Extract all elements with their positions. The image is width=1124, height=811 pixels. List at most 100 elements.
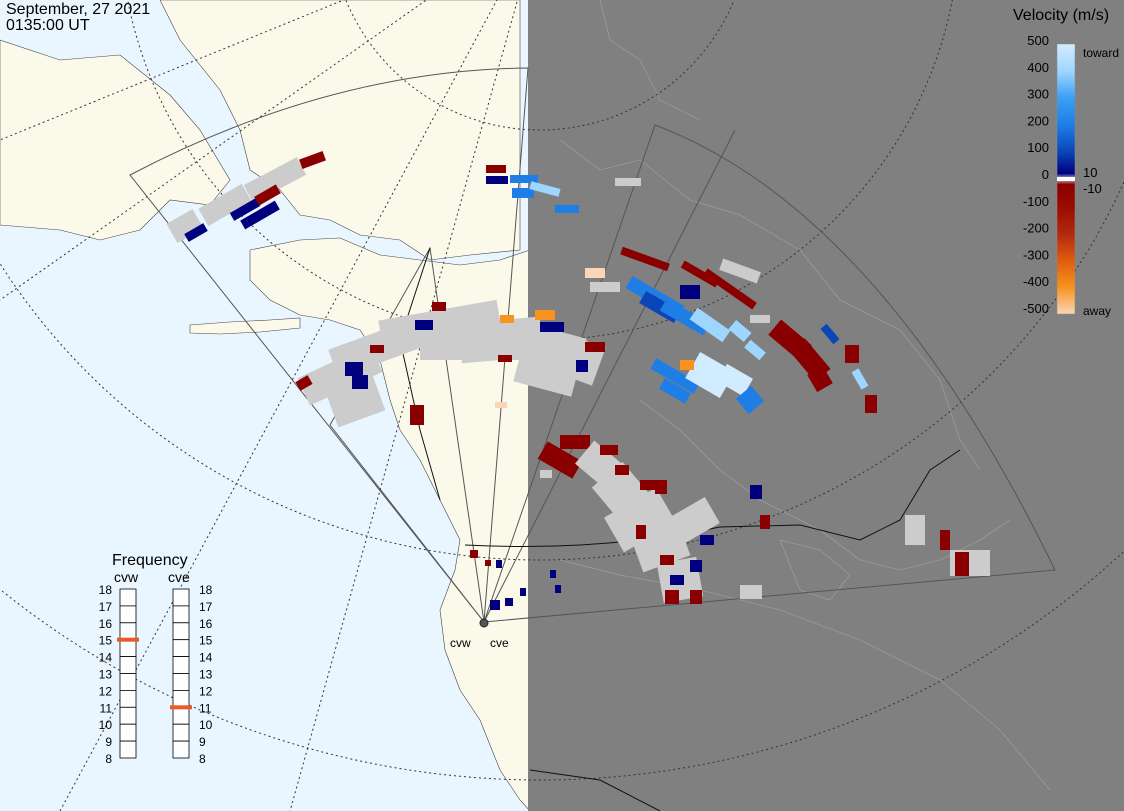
radar-fields-of-view	[129, 67, 1056, 623]
velocity-cell	[670, 575, 684, 585]
frequency-gauge-cell	[119, 622, 137, 641]
frequency-radar-label-cvw: cvw	[114, 569, 139, 585]
frequency-gauge-cell	[119, 588, 137, 607]
velocity-cell	[295, 375, 313, 391]
frequency-legend: Frequency cvw cve 1817161514131211109818…	[99, 552, 213, 766]
velocity-cell	[540, 322, 564, 332]
velocity-cell	[490, 600, 500, 610]
velocity-cell	[590, 282, 620, 292]
cve-fov-inner	[483, 129, 736, 623]
velocity-cell	[576, 360, 588, 372]
frequency-gauge-cell	[172, 673, 190, 691]
velocity-cell	[685, 352, 735, 398]
radar-sites: cvw cve	[450, 618, 509, 650]
velocity-cell	[659, 378, 691, 404]
velocity-cell	[505, 598, 513, 606]
velocity-cell	[500, 315, 514, 323]
frequency-gauge-cell	[172, 723, 190, 742]
velocity-inner-tick-neg10: -10	[1083, 181, 1102, 196]
alaska-canada-border	[399, 247, 441, 501]
velocity-cell	[820, 323, 840, 345]
meridian-line	[0, 0, 428, 301]
frequency-gauge-cell	[119, 723, 137, 742]
velocity-tick-label: 300	[1027, 87, 1049, 102]
velocity-cell	[640, 480, 656, 490]
velocity-legend-title: Velocity (m/s)	[1013, 7, 1109, 24]
frequency-gauge-cell	[119, 639, 137, 658]
frequency-tick-label: 15	[99, 634, 113, 648]
velocity-cell	[529, 181, 561, 197]
frequency-tick-label: 10	[99, 718, 113, 732]
velocity-cell	[740, 585, 762, 599]
alaska-mainland	[249, 237, 531, 811]
velocity-cell	[370, 345, 384, 353]
velocity-tick-label: 500	[1027, 33, 1049, 48]
velocity-cell	[744, 339, 766, 361]
velocity-cell	[680, 260, 720, 288]
velocity-cell	[690, 590, 702, 604]
velocity-inner-tick-10: 10	[1083, 165, 1097, 180]
zero-band	[1057, 177, 1075, 181]
velocity-cell	[550, 570, 556, 578]
frequency-tick-label: 16	[199, 617, 213, 631]
velocity-tick-label: 200	[1027, 113, 1049, 128]
frequency-gauge-cell	[119, 690, 137, 708]
velocity-cell	[750, 485, 762, 499]
frequency-gauge-cell	[172, 656, 190, 674]
frequency-tick-label: 15	[199, 634, 213, 648]
velocity-cell	[650, 358, 700, 394]
velocity-cell	[728, 319, 752, 343]
velocity-cell	[735, 385, 765, 415]
velocity-cell	[600, 445, 618, 455]
radar-site-label-cvw: cvw	[450, 636, 471, 650]
velocity-cell	[540, 470, 552, 478]
latitude-circle	[0, 550, 1124, 781]
velocity-cell	[510, 175, 538, 183]
velocity-cell	[955, 552, 969, 576]
frequency-tick-label: 17	[99, 600, 113, 614]
cvw-fov	[129, 67, 529, 623]
velocity-cell	[585, 268, 605, 278]
frequency-marker	[170, 705, 192, 710]
velocity-cell	[495, 402, 507, 408]
meridian-line	[0, 0, 345, 141]
frequency-tick-label: 8	[199, 752, 206, 766]
velocity-cell	[659, 298, 711, 336]
velocity-cell	[680, 285, 700, 299]
velocity-cell	[512, 188, 534, 198]
velocity-cell	[940, 530, 950, 550]
velocity-cell	[555, 585, 561, 593]
velocity-cell	[665, 590, 679, 604]
velocity-cell	[470, 550, 478, 558]
frequency-marker	[117, 637, 139, 642]
velocity-cell	[410, 405, 424, 425]
frequency-tick-label: 12	[99, 684, 113, 698]
frequency-gauge-cell	[119, 740, 137, 759]
frequency-tick-label: 9	[105, 735, 112, 749]
frequency-gauge-cell	[119, 673, 137, 691]
velocity-cell	[198, 183, 252, 227]
velocity-cell	[458, 316, 542, 364]
northern-land	[159, 0, 521, 261]
frequency-gauge-cell	[119, 656, 137, 674]
velocity-cell	[432, 302, 446, 311]
velocity-cell	[299, 151, 326, 169]
velocity-tick-label: -200	[1023, 221, 1049, 236]
velocity-cell	[535, 310, 555, 320]
velocity-cell	[324, 372, 386, 428]
velocity-cell	[352, 375, 368, 389]
frequency-gauge-cell	[172, 622, 190, 641]
frequency-gauge-cve: 18 17 16 15 14 13 12 11 10 9 8	[170, 583, 213, 766]
mexico-border	[529, 769, 661, 811]
velocity-tick-label: -100	[1023, 194, 1049, 209]
frequency-tick-label: 18	[199, 583, 213, 597]
velocity-cell	[905, 515, 925, 545]
velocity-tick-label: -300	[1023, 247, 1049, 262]
velocity-tick-labels: 500 400 300 200 100 0 -100 -200 -300 -400 -500	[1023, 33, 1049, 316]
latitude-circle	[0, 180, 1124, 561]
velocity-cell	[636, 525, 646, 539]
frequency-tick-label: 10	[199, 718, 213, 732]
velocity-legend: Velocity (m/s) 500 400 300 200 100 0 -100 -200 -…	[1013, 7, 1119, 318]
velocity-cell	[680, 360, 694, 370]
velocity-cell	[689, 307, 731, 343]
